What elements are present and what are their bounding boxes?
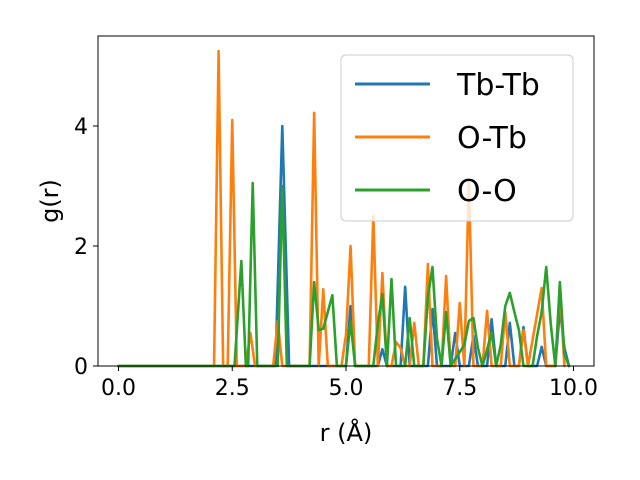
x-tick-label: 0.0 [101, 376, 136, 401]
y-tick-label: 0 [74, 355, 88, 380]
y-axis-label: g(r) [36, 179, 64, 223]
legend-label-o-tb: O-Tb [457, 121, 527, 156]
x-axis-label: r (Å) [320, 418, 373, 447]
legend-box [340, 54, 574, 222]
y-tick-label: 4 [74, 115, 88, 140]
y-tick-label: 2 [74, 235, 88, 260]
x-tick-label: 5.0 [329, 376, 364, 401]
legend: Tb-Tb O-Tb O-O [340, 54, 574, 222]
x-axis-ticks: 0.0 2.5 5.0 7.5 10.0 [101, 366, 598, 401]
legend-label-tb-tb: Tb-Tb [456, 68, 540, 103]
x-tick-label: 2.5 [215, 376, 250, 401]
x-tick-label: 10.0 [549, 376, 598, 401]
y-axis-ticks: 0 2 4 [74, 115, 98, 380]
legend-label-o-o: O-O [457, 174, 517, 209]
x-tick-label: 7.5 [442, 376, 477, 401]
